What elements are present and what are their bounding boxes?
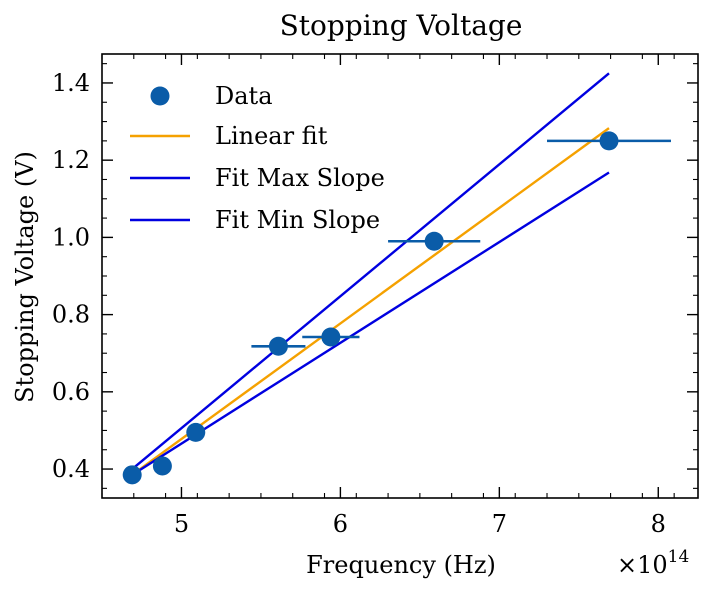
linear-fit-line [131,127,610,476]
fit-max-slope-line [131,72,610,470]
plot-frame [101,53,699,499]
chart-title: Stopping Voltage [280,9,523,42]
y-tick-label: 1.2 [52,146,90,174]
x-offset-exponent: 14 [668,547,690,567]
x-axis-label: Frequency (Hz) [306,551,496,579]
x-tick-label: 5 [174,510,189,538]
x-tick-label: 7 [492,510,507,538]
x-axis-offset-label: ×1014 [617,547,689,579]
y-tick-label: 0.4 [52,455,90,483]
y-tick-label: 1.4 [52,69,90,97]
data-point [599,131,619,151]
fit-min-slope-line [131,171,610,476]
y-tick-label: 1.0 [52,223,90,251]
data-point [152,456,172,476]
legend-marker-data [150,86,170,106]
legend-label-linear-fit: Linear fit [215,122,328,150]
legend-label-data: Data [215,82,273,110]
data-point [321,327,341,347]
legend-label-fit-max-slope: Fit Max Slope [215,164,385,192]
y-axis-label: Stopping Voltage (V) [11,151,39,403]
y-tick-label: 0.8 [52,301,90,329]
x-tick-label: 6 [333,510,348,538]
plot-area [122,72,671,485]
x-offset-base: ×10 [617,551,668,579]
y-tick-label: 0.6 [52,378,90,406]
legend: Data Linear fit Fit Max Slope Fit Min Slope [130,82,385,234]
x-tick-label: 8 [651,510,666,538]
axis-ticks: 5 6 7 8 0.4 0.6 0.8 1.0 1.2 1.4 [52,54,698,538]
legend-label-fit-min-slope: Fit Min Slope [215,206,380,234]
data-point [122,465,142,485]
data-point [424,231,444,251]
data-point [186,422,206,442]
data-point [268,336,288,356]
